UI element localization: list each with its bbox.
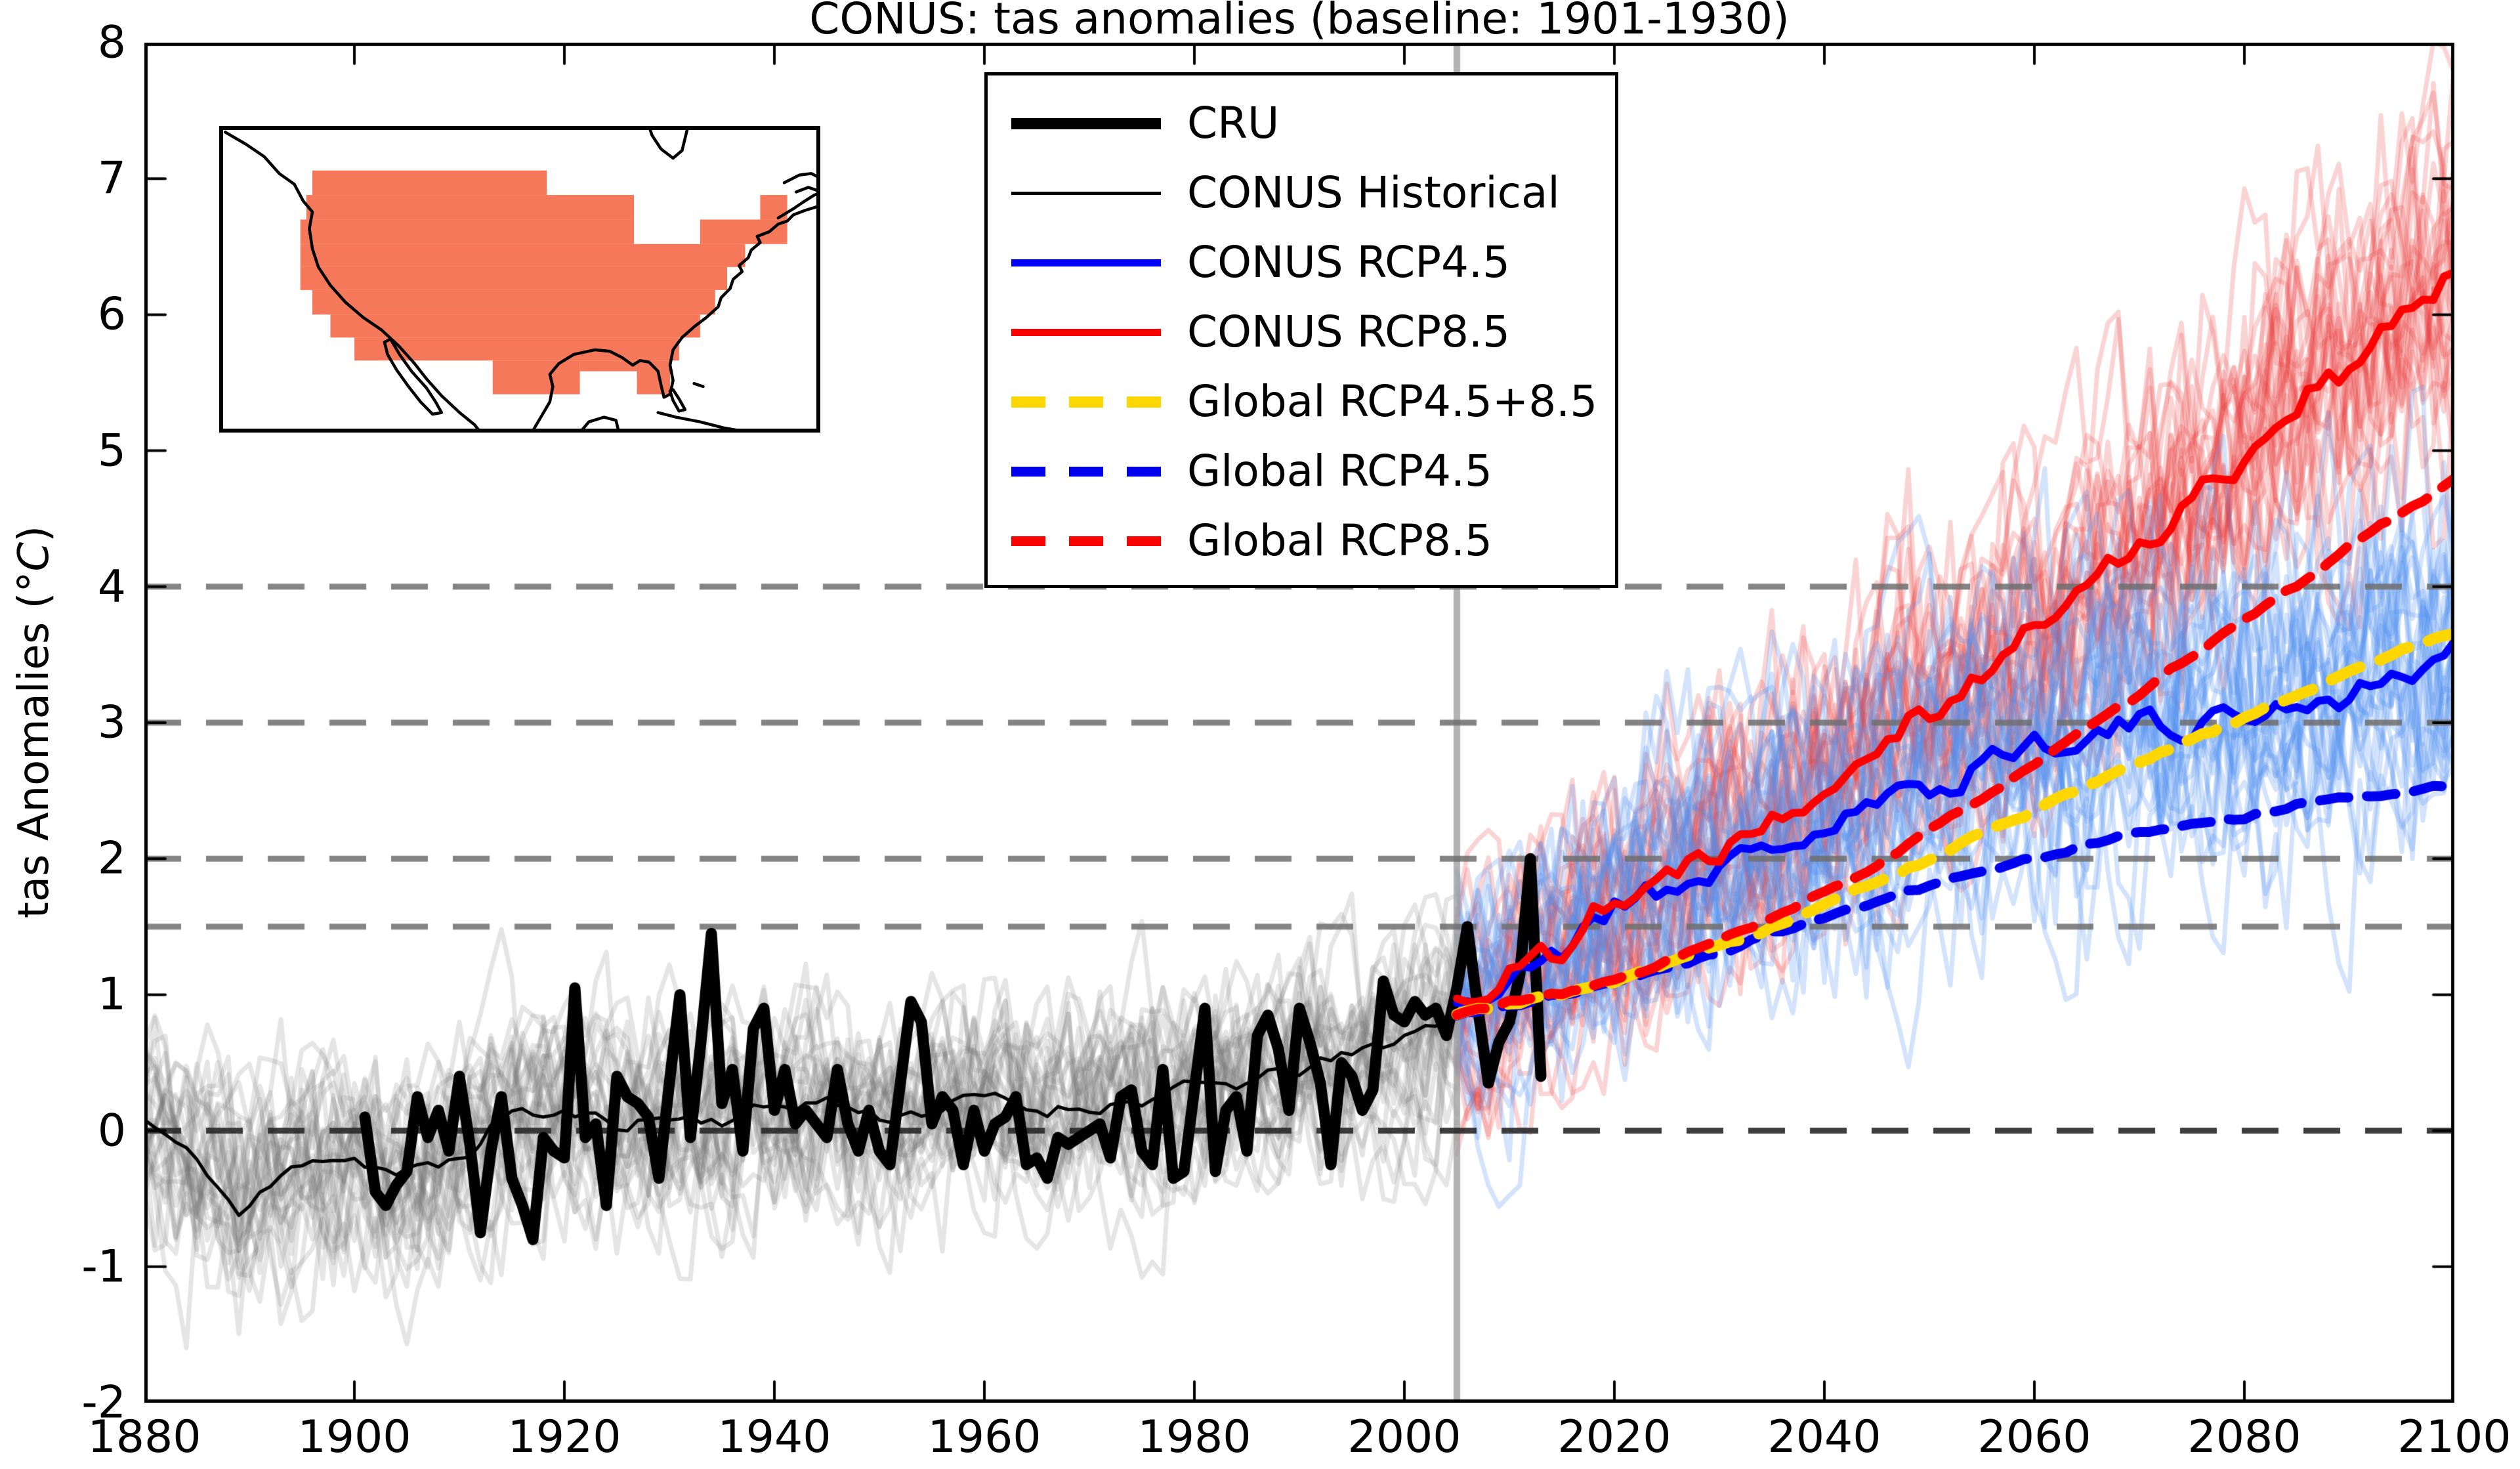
y-tick-label-0: 0 bbox=[97, 1105, 126, 1157]
coastline-path bbox=[578, 415, 621, 433]
y-axis-label-close: ) bbox=[10, 525, 58, 542]
x-tick-label-1900: 1900 bbox=[297, 1411, 411, 1463]
legend-label: Global RCP4.5+8.5 bbox=[1187, 376, 1598, 427]
legend-item-global-rcp4-5: Global RCP4.5 bbox=[1011, 436, 1615, 506]
legend-line-sample bbox=[1011, 259, 1161, 266]
coastline-path bbox=[530, 204, 820, 433]
x-tick-label-2060: 2060 bbox=[1977, 1411, 2091, 1463]
conus-grid-cell-fill bbox=[300, 266, 728, 290]
y-tick-label-6: 6 bbox=[97, 288, 126, 341]
y-tick-label-8: 8 bbox=[97, 16, 126, 69]
conus-grid-cell-fill bbox=[330, 314, 700, 338]
x-tick-label-2000: 2000 bbox=[1347, 1411, 1461, 1463]
y-tick-label-7: 7 bbox=[97, 152, 126, 205]
x-tick-label-1920: 1920 bbox=[507, 1411, 621, 1463]
legend-label: Global RCP4.5 bbox=[1187, 446, 1492, 496]
legend-item-global-rcp8-5: Global RCP8.5 bbox=[1011, 506, 1615, 576]
conus-grid-cell-fill bbox=[300, 244, 746, 267]
conus-grid-cell-fill bbox=[306, 195, 635, 220]
coastline-path bbox=[383, 337, 444, 416]
legend-item-conus-rcp4-5: CONUS RCP4.5 bbox=[1011, 228, 1615, 297]
y-tick-label--1: -1 bbox=[81, 1241, 126, 1293]
legend-line-sample bbox=[1011, 328, 1161, 336]
y-tick-label--2: -2 bbox=[81, 1376, 126, 1429]
conus-grid-cell-fill bbox=[579, 360, 637, 372]
x-tick-label-2100: 2100 bbox=[2397, 1411, 2511, 1463]
y-tick-label-1: 1 bbox=[97, 968, 126, 1021]
legend: CRU CONUS Historical CONUS RCP4.5 CONUS RCP… bbox=[984, 72, 1618, 588]
x-tick-label-1960: 1960 bbox=[927, 1411, 1041, 1463]
conus-grid-cell-fill bbox=[492, 360, 580, 394]
x-tick-label-1980: 1980 bbox=[1137, 1411, 1251, 1463]
chart-title: CONUS: tas anomalies (baseline: 1901-193… bbox=[809, 0, 1790, 44]
legend-item-conus-historical: CONUS Historical bbox=[1011, 158, 1615, 228]
x-tick-label-1880: 1880 bbox=[87, 1411, 201, 1463]
y-tick-label-5: 5 bbox=[97, 425, 126, 477]
inset-map-border bbox=[219, 126, 820, 433]
legend-line-sample bbox=[1011, 396, 1161, 408]
conus-grid-cell-fill bbox=[700, 219, 788, 244]
conus-grid-cell-fill bbox=[312, 170, 547, 196]
legend-line-sample bbox=[1011, 466, 1161, 477]
coastline-path bbox=[795, 186, 819, 194]
x-tick-label-2040: 2040 bbox=[1767, 1411, 1881, 1463]
legend-item-cru: CRU bbox=[1011, 89, 1615, 158]
legend-label: CONUS Historical bbox=[1187, 167, 1560, 218]
x-tick-label-2080: 2080 bbox=[2187, 1411, 2301, 1463]
coastline-path bbox=[776, 192, 820, 220]
coastline-path bbox=[668, 388, 687, 413]
inset-map-conus bbox=[219, 126, 820, 433]
legend-item-conus-rcp8-5: CONUS RCP8.5 bbox=[1011, 297, 1615, 367]
legend-line-sample bbox=[1011, 536, 1161, 546]
y-tick-label-4: 4 bbox=[97, 561, 126, 613]
legend-label: CONUS RCP8.5 bbox=[1187, 307, 1511, 357]
conus-grid-cell-fill bbox=[300, 219, 635, 244]
coastline-path bbox=[692, 382, 705, 389]
legend-line-sample bbox=[1011, 117, 1161, 129]
coastline-path bbox=[647, 126, 690, 160]
y-tick-label-3: 3 bbox=[97, 696, 126, 749]
coastline-path bbox=[223, 131, 482, 433]
legend-line-sample bbox=[1011, 191, 1161, 195]
legend-item-global-rcp4-5-8-5: Global RCP4.5+8.5 bbox=[1011, 367, 1615, 436]
x-tick-label-1940: 1940 bbox=[717, 1411, 831, 1463]
legend-label: Global RCP8.5 bbox=[1187, 515, 1492, 566]
coastline-path bbox=[782, 172, 820, 184]
x-tick-label-2020: 2020 bbox=[1557, 1411, 1671, 1463]
conus-grid-cell-fill bbox=[312, 289, 715, 315]
legend-label: CRU bbox=[1187, 98, 1280, 148]
legend-label: CONUS RCP4.5 bbox=[1187, 237, 1511, 287]
y-tick-label-2: 2 bbox=[97, 832, 126, 885]
